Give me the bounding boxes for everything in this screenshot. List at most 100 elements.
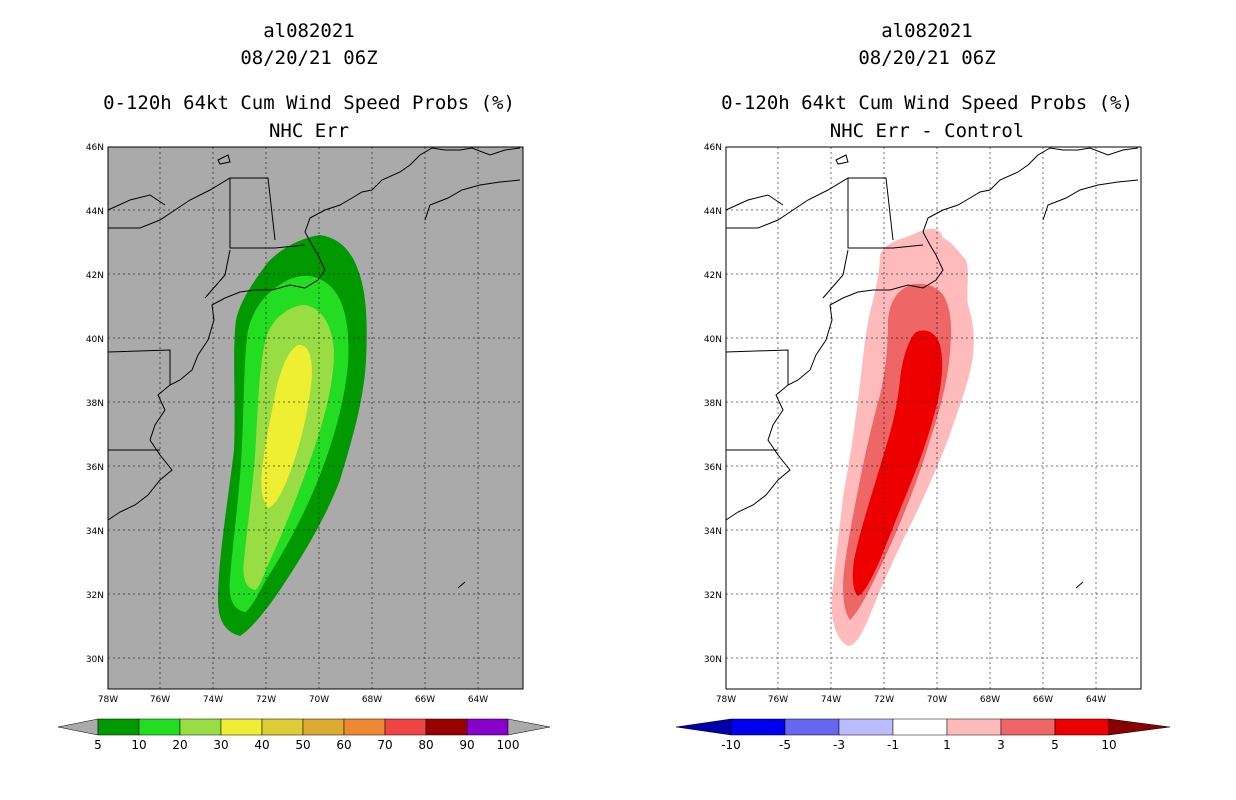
lon-label: 76W: [150, 695, 170, 705]
lat-label: 42N: [86, 271, 104, 281]
colorbar-swatch: [261, 718, 304, 736]
colorbar-label: 5: [1051, 738, 1059, 752]
plot-title: 0-120h 64kt Cum Wind Speed Probs (%): [721, 92, 1133, 114]
lat-label: 32N: [86, 591, 104, 601]
contour-30: [261, 344, 312, 508]
plot-title: 0-120h 64kt Cum Wind Speed Probs (%): [103, 92, 515, 114]
colorbar-swatch: [425, 718, 468, 736]
colorbar-swatch: [97, 718, 140, 736]
map-frame: [107, 146, 524, 690]
lon-label: 66W: [415, 695, 435, 705]
lat-lon-grid: [726, 147, 1141, 689]
colorbar-swatch: [946, 718, 1002, 736]
lat-label: 34N: [704, 527, 722, 537]
colorbar-label: 10: [1101, 738, 1116, 752]
colorbar-swatch: [138, 718, 181, 736]
longitude-labels: 78W 76W 74W 72W 70W 68W 66W 64W: [98, 695, 488, 705]
lon-label: 74W: [203, 695, 223, 705]
storm-id: al082021: [263, 20, 355, 42]
lon-label: 68W: [362, 695, 382, 705]
map-frame: [725, 146, 1142, 690]
colorbar: 5 10 20 30 40 50 60 70 80 90 100: [57, 718, 551, 752]
lat-label: 32N: [704, 591, 722, 601]
colorbar-high-end: [1108, 718, 1171, 736]
lon-label: 68W: [980, 695, 1000, 705]
colorbar-label: 80: [418, 738, 433, 752]
lat-label: 40N: [704, 335, 722, 345]
lon-label: 76W: [768, 695, 788, 705]
plot-subtitle: NHC Err - Control: [829, 120, 1025, 142]
colorbar-label: 1: [943, 738, 951, 752]
colorbar-swatch: [892, 718, 948, 736]
colorbar-label: 30: [213, 738, 228, 752]
colorbar-swatch: [179, 718, 222, 736]
latitude-labels: 46N 44N 42N 40N 38N 36N 34N 32N 30N: [704, 143, 722, 665]
panel-nhc-err-minus-control: al082021 08/20/21 06Z 0-120h 64kt Cum Wi…: [618, 0, 1236, 800]
lon-label: 64W: [1086, 695, 1106, 705]
longitude-labels: 78W 76W 74W 72W 70W 68W 66W 64W: [716, 695, 1106, 705]
lat-label: 30N: [704, 655, 722, 665]
colorbar-label: -3: [833, 738, 845, 752]
colorbar-swatch: [730, 718, 786, 736]
colorbar-high-end: [507, 718, 551, 736]
colorbar-swatch: [384, 718, 427, 736]
colorbar: -10 -5 -3 -1 1 3 5 10: [675, 718, 1171, 752]
latitude-labels: 46N 44N 42N 40N 38N 36N 34N 32N 30N: [86, 143, 104, 665]
plot-subtitle: NHC Err: [268, 120, 350, 142]
lon-label: 70W: [927, 695, 947, 705]
colorbar-label: 100: [497, 738, 520, 752]
lat-label: 40N: [86, 335, 104, 345]
storm-id: al082021: [881, 20, 973, 42]
colorbar-swatch: [220, 718, 263, 736]
colorbar-label: 60: [336, 738, 351, 752]
lat-label: 44N: [704, 207, 722, 217]
colorbar-swatch: [1054, 718, 1110, 736]
lat-label: 42N: [704, 271, 722, 281]
lat-lon-grid: [108, 147, 523, 689]
colorbar-low-end: [57, 718, 99, 736]
lon-label: 74W: [821, 695, 841, 705]
colorbar-label: 20: [172, 738, 187, 752]
lon-label: 72W: [874, 695, 894, 705]
coastlines-and-borders: [725, 147, 1139, 589]
lat-label: 34N: [86, 527, 104, 537]
lon-label: 78W: [98, 695, 118, 705]
colorbar-swatch: [466, 718, 509, 736]
lon-label: 78W: [716, 695, 736, 705]
map-figure: 46N 44N 42N 40N 38N 36N 34N 32N 30N 78W …: [57, 143, 551, 752]
colorbar-label: 5: [94, 738, 102, 752]
colorbar-swatch: [302, 718, 345, 736]
contour-plus-5: [852, 330, 943, 596]
map-figure: 46N 44N 42N 40N 38N 36N 34N 32N 30N 78W …: [675, 143, 1171, 752]
colorbar-label: 50: [295, 738, 310, 752]
lat-label: 30N: [86, 655, 104, 665]
colorbar-label: 90: [459, 738, 474, 752]
lat-label: 46N: [704, 143, 722, 153]
lat-label: 38N: [704, 399, 722, 409]
lon-label: 72W: [256, 695, 276, 705]
coastlines-and-borders: [107, 147, 521, 589]
datetime: 08/20/21 06Z: [240, 47, 378, 69]
lat-label: 46N: [86, 143, 104, 153]
lon-label: 70W: [309, 695, 329, 705]
lon-label: 66W: [1033, 695, 1053, 705]
colorbar-swatch: [838, 718, 894, 736]
difference-contours: [831, 228, 974, 647]
panel-nhc-err: al082021 08/20/21 06Z 0-120h 64kt Cum Wi…: [57, 20, 551, 752]
colorbar-swatch: [784, 718, 840, 736]
colorbar-label: -1: [887, 738, 899, 752]
lat-label: 38N: [86, 399, 104, 409]
lat-label: 36N: [704, 463, 722, 473]
lon-label: 64W: [468, 695, 488, 705]
colorbar-label: 70: [377, 738, 392, 752]
colorbar-label: -5: [779, 738, 791, 752]
datetime: 08/20/21 06Z: [858, 47, 996, 69]
colorbar-label: 10: [131, 738, 146, 752]
colorbar-label: -10: [721, 738, 741, 752]
colorbar-label: 40: [254, 738, 269, 752]
lat-label: 36N: [86, 463, 104, 473]
colorbar-swatch: [1000, 718, 1056, 736]
lat-label: 44N: [86, 207, 104, 217]
colorbar-low-end: [675, 718, 732, 736]
colorbar-swatch: [343, 718, 386, 736]
